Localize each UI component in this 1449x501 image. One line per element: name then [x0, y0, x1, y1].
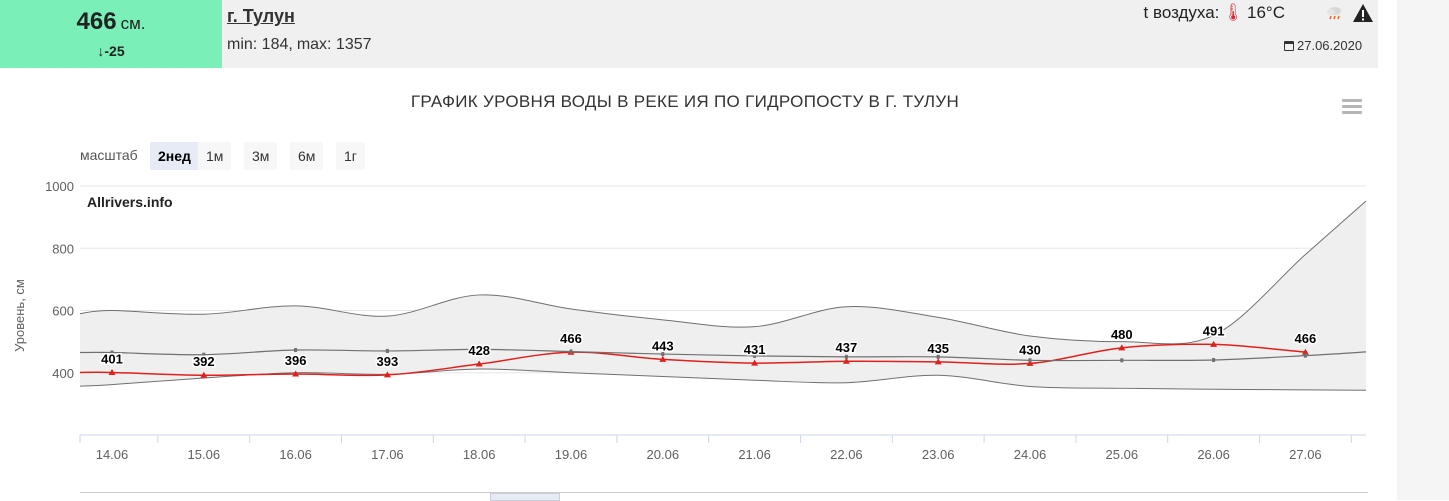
- reference-point: [1212, 357, 1216, 362]
- level-number: 466: [76, 8, 117, 35]
- x-tick-label: 26.06: [1197, 447, 1230, 462]
- air-temperature: t воздуха: 🌡︎ 16°C: [1144, 3, 1285, 23]
- data-point: [292, 370, 300, 377]
- reference-point: [753, 353, 757, 358]
- date-value: 27.06.2020: [1297, 38, 1363, 53]
- water-level-value: 466 см.: [0, 8, 222, 36]
- reference-point: [110, 350, 114, 355]
- scale-button-4[interactable]: 1г: [336, 142, 365, 170]
- data-label: 431: [744, 342, 766, 357]
- chart-title: ГРАФИК УРОВНЯ ВОДЫ В РЕКЕ ИЯ ПО ГИДРОПОС…: [410, 92, 960, 111]
- data-point: [108, 368, 116, 375]
- x-tick-label: 16.06: [279, 447, 312, 462]
- calendar-icon: [1284, 41, 1294, 51]
- level-change: ↓-25: [97, 43, 125, 59]
- y-tick-label: 1000: [45, 179, 74, 194]
- y-axis-label: Уровень, см: [12, 279, 27, 352]
- x-tick-label: 20.06: [647, 447, 680, 462]
- data-label: 401: [101, 351, 123, 366]
- x-tick-label: 19.06: [555, 447, 588, 462]
- date: 27.06.2020: [1284, 38, 1362, 53]
- data-point: [1026, 359, 1034, 366]
- data-label: 466: [1295, 331, 1317, 346]
- reference-point: [569, 349, 573, 354]
- max-level: max: 1357: [296, 36, 372, 53]
- warning-icon[interactable]: [1352, 3, 1374, 23]
- reference-point: [1028, 358, 1032, 363]
- data-point: [842, 357, 850, 364]
- data-point: [1301, 348, 1309, 355]
- data-label: 437: [836, 340, 858, 355]
- data-label: 466: [560, 331, 582, 346]
- y-tick-label: 600: [52, 304, 74, 319]
- reference-point: [936, 354, 940, 359]
- x-tick-label: 21.06: [738, 447, 771, 462]
- scale-button-1[interactable]: 1м: [198, 142, 232, 170]
- reference-point: [1303, 353, 1307, 358]
- data-point: [475, 360, 483, 367]
- data-point: [659, 355, 667, 362]
- right-scroll-strip: [1397, 0, 1449, 500]
- data-point: [383, 371, 391, 378]
- x-tick-label: 18.06: [463, 447, 496, 462]
- x-tick-label: 23.06: [922, 447, 955, 462]
- chart-menu-icon[interactable]: [1342, 99, 1362, 115]
- reference-point: [844, 354, 848, 359]
- reference-point: [385, 348, 389, 353]
- data-label: 480: [1111, 327, 1133, 342]
- data-label: 443: [652, 338, 674, 353]
- min-level: min: 184,: [227, 36, 293, 53]
- reference-point: [661, 352, 665, 357]
- data-point: [751, 359, 759, 366]
- data-label: 393: [377, 354, 399, 369]
- data-point: [200, 371, 208, 378]
- scale-button-2[interactable]: 3м: [244, 142, 278, 170]
- x-tick-label: 27.06: [1289, 447, 1322, 462]
- data-label: 428: [468, 343, 490, 358]
- data-point: [1118, 344, 1126, 351]
- reference-point: [294, 348, 298, 353]
- top-bar: 466 см. ↓-25 г. Тулун min: 184, max: 1357 …: [0, 0, 1378, 68]
- data-label: 392: [193, 354, 215, 369]
- water-level-box: 466 см. ↓-25: [0, 0, 222, 68]
- x-tick-label: 14.06: [96, 447, 129, 462]
- scale-button-0[interactable]: 2нед: [150, 142, 199, 170]
- data-point: [934, 358, 942, 365]
- x-tick-label: 25.06: [1106, 447, 1139, 462]
- range-band: [80, 201, 1366, 391]
- air-temp-value: 16°C: [1247, 3, 1285, 22]
- series-line-1: [79, 348, 1367, 362]
- reference-point: [202, 352, 206, 357]
- station-link[interactable]: г. Тулун: [227, 6, 295, 26]
- reference-point: [1120, 358, 1124, 363]
- x-tick-label: 22.06: [830, 447, 863, 462]
- x-tick-label: 15.06: [188, 447, 221, 462]
- water-level-chart: 400 600 800 1000 Уровень, см Allrivers.info 40…: [12, 179, 1367, 462]
- reference-point: [477, 347, 481, 352]
- min-max-levels: min: 184, max: 1357: [227, 36, 376, 54]
- watermark-text: Allrivers.info: [87, 194, 173, 210]
- thermometer-icon: 🌡︎: [1222, 3, 1245, 22]
- data-label: 396: [285, 353, 307, 368]
- level-unit: см.: [120, 14, 146, 33]
- data-label: 430: [1019, 342, 1041, 357]
- scale-label: масштаб: [80, 147, 138, 163]
- data-label: 491: [1203, 323, 1225, 338]
- cloud-rain-icon: [1327, 7, 1341, 20]
- air-temp-label: t воздуха:: [1143, 3, 1220, 22]
- data-label: 435: [927, 341, 949, 356]
- y-tick-label: 400: [52, 366, 74, 381]
- y-tick-label: 800: [52, 241, 74, 256]
- x-tick-label: 24.06: [1014, 447, 1047, 462]
- data-point: [1210, 340, 1218, 347]
- scale-button-3[interactable]: 6м: [290, 142, 324, 170]
- x-tick-label: 17.06: [371, 447, 404, 462]
